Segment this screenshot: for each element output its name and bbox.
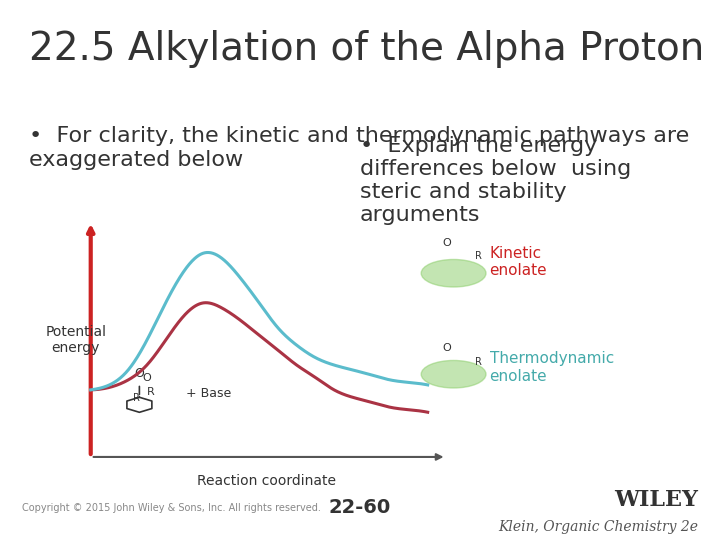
- Text: O: O: [442, 343, 451, 353]
- Text: WILEY: WILEY: [615, 489, 698, 510]
- Text: R: R: [147, 387, 155, 397]
- Text: Reaction coordinate: Reaction coordinate: [197, 474, 336, 488]
- Text: Kinetic
enolate: Kinetic enolate: [490, 246, 547, 278]
- Ellipse shape: [421, 361, 486, 388]
- Text: Copyright © 2015 John Wiley & Sons, Inc. All rights reserved.: Copyright © 2015 John Wiley & Sons, Inc.…: [22, 503, 320, 512]
- Text: R: R: [475, 252, 482, 261]
- Text: Klein, Organic Chemistry 2e: Klein, Organic Chemistry 2e: [498, 519, 698, 534]
- Text: R: R: [475, 357, 482, 367]
- Text: Thermodynamic
enolate: Thermodynamic enolate: [490, 352, 614, 383]
- Text: 22-60: 22-60: [329, 498, 391, 517]
- Text: O: O: [143, 373, 151, 383]
- Text: O: O: [442, 238, 451, 248]
- Text: Potential
energy: Potential energy: [45, 325, 107, 355]
- Text: •  For clarity, the kinetic and thermodynamic pathways are
exaggerated below: • For clarity, the kinetic and thermodyn…: [29, 126, 689, 170]
- Ellipse shape: [421, 260, 486, 287]
- Text: •  Explain the energy
differences below  using
steric and stability
arguments: • Explain the energy differences below u…: [360, 136, 631, 225]
- Text: R: R: [132, 393, 140, 403]
- Text: O: O: [135, 367, 144, 381]
- Text: 22.5 Alkylation of the Alpha Proton: 22.5 Alkylation of the Alpha Proton: [29, 30, 704, 68]
- Text: + Base: + Base: [186, 387, 231, 400]
